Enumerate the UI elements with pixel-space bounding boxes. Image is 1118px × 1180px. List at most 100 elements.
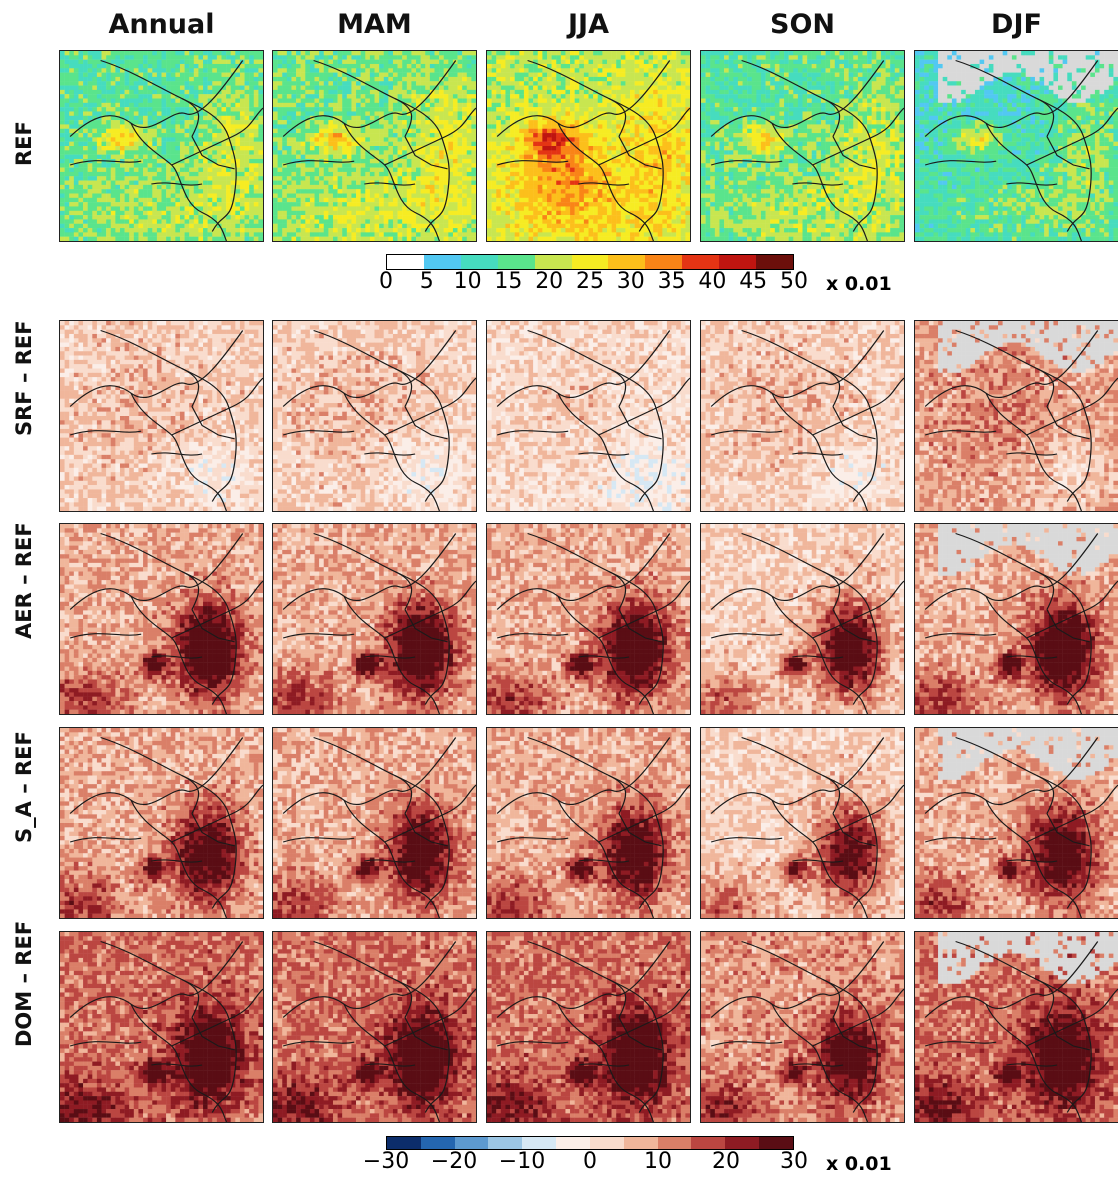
- colorbar-ref-swatch: [608, 255, 646, 269]
- country-borders: [69, 940, 263, 1122]
- colorbar-diff-swatch: [691, 1137, 726, 1149]
- colorbar-diff-swatch: [454, 1137, 489, 1149]
- colorbar-ref-tick: 10: [443, 270, 493, 294]
- country-borders: [69, 329, 263, 511]
- map-ref-djf: [914, 50, 1118, 242]
- colorbar-ref-swatch: [497, 255, 535, 269]
- row-title-s-a-ref: S_A – REF: [12, 731, 36, 843]
- colorbar-diff-unit: x 0.01: [826, 1152, 892, 1176]
- country-borders: [924, 736, 1118, 918]
- colorbar-diff-swatch: [759, 1137, 793, 1149]
- column-title-djf: DJF: [914, 8, 1118, 42]
- map-ref-jja: [486, 50, 691, 242]
- row-title-srf-ref: SRF – REF: [12, 320, 36, 436]
- colorbar-diff-swatch: [556, 1137, 590, 1149]
- country-borders: [710, 329, 904, 511]
- colorbar-diff-swatch: [522, 1137, 557, 1149]
- map-dom-ref-jja: [486, 931, 691, 1123]
- country-borders: [710, 59, 904, 241]
- country-borders: [69, 736, 263, 918]
- map-ref-son: [700, 50, 905, 242]
- country-borders: [496, 532, 690, 714]
- colorbar-diff-swatch: [725, 1137, 760, 1149]
- map-aer-ref-son: [700, 523, 905, 715]
- country-borders: [496, 59, 690, 241]
- colorbar-ref-swatch: [534, 255, 572, 269]
- map-dom-ref-djf: [914, 931, 1118, 1123]
- colorbar-ref-swatch: [571, 255, 609, 269]
- colorbar-ref-tick: 50: [769, 270, 819, 294]
- colorbar-ref-swatch: [645, 255, 683, 269]
- map-srf-ref-annual: [59, 320, 264, 512]
- map-srf-ref-son: [700, 320, 905, 512]
- colorbar-diff-swatch: [657, 1137, 692, 1149]
- column-title-son: SON: [700, 8, 905, 42]
- map-dom-ref-mam: [272, 931, 477, 1123]
- colorbar-diff-tick: −10: [497, 1150, 547, 1174]
- colorbar-ref-tick: 45: [728, 270, 778, 294]
- map-s-a-ref-annual: [59, 727, 264, 919]
- colorbar-ref-swatch: [460, 255, 498, 269]
- map-srf-ref-mam: [272, 320, 477, 512]
- column-title-annual: Annual: [59, 8, 264, 42]
- colorbar-diff-tick: 10: [633, 1150, 683, 1174]
- colorbar-ref-swatch: [387, 255, 424, 269]
- colorbar-ref-swatch: [682, 255, 720, 269]
- colorbar-diff-swatch: [387, 1137, 421, 1149]
- map-aer-ref-annual: [59, 523, 264, 715]
- colorbar-diff-tick: 0: [565, 1150, 615, 1174]
- map-s-a-ref-jja: [486, 727, 691, 919]
- colorbar-ref-tick: 40: [687, 270, 737, 294]
- map-aer-ref-mam: [272, 523, 477, 715]
- map-s-a-ref-mam: [272, 727, 477, 919]
- map-ref-annual: [59, 50, 264, 242]
- map-aer-ref-jja: [486, 523, 691, 715]
- row-title-ref: REF: [12, 121, 36, 166]
- colorbar-diff-tick: 30: [769, 1150, 819, 1174]
- row-title-dom-ref: DOM – REF: [12, 921, 36, 1047]
- colorbar-ref: [386, 254, 794, 270]
- colorbar-ref-swatch: [756, 255, 793, 269]
- country-borders: [496, 736, 690, 918]
- country-borders: [924, 59, 1118, 241]
- country-borders: [69, 59, 263, 241]
- country-borders: [496, 329, 690, 511]
- country-borders: [924, 532, 1118, 714]
- colorbar-ref-tick: 0: [361, 270, 411, 294]
- column-title-jja: JJA: [486, 8, 691, 42]
- country-borders: [282, 532, 476, 714]
- country-borders: [282, 59, 476, 241]
- colorbar-ref-tick: 25: [565, 270, 615, 294]
- country-borders: [282, 940, 476, 1122]
- country-borders: [710, 532, 904, 714]
- colorbar-diff: [386, 1136, 794, 1150]
- colorbar-ref-tick: 20: [524, 270, 574, 294]
- country-borders: [496, 940, 690, 1122]
- colorbar-diff-swatch: [589, 1137, 624, 1149]
- country-borders: [710, 940, 904, 1122]
- map-srf-ref-jja: [486, 320, 691, 512]
- colorbar-diff-tick: −30: [361, 1150, 411, 1174]
- country-borders: [69, 532, 263, 714]
- map-dom-ref-son: [700, 931, 905, 1123]
- colorbar-ref-tick: 35: [647, 270, 697, 294]
- column-title-mam: MAM: [272, 8, 477, 42]
- colorbar-diff-tick: −20: [429, 1150, 479, 1174]
- colorbar-diff-tick: 20: [701, 1150, 751, 1174]
- map-s-a-ref-djf: [914, 727, 1118, 919]
- country-borders: [924, 329, 1118, 511]
- colorbar-ref-swatch: [423, 255, 461, 269]
- country-borders: [710, 736, 904, 918]
- colorbar-ref-tick: 5: [402, 270, 452, 294]
- map-aer-ref-djf: [914, 523, 1118, 715]
- colorbar-diff-swatch: [420, 1137, 455, 1149]
- country-borders: [282, 329, 476, 511]
- map-dom-ref-annual: [59, 931, 264, 1123]
- colorbar-ref-tick: 30: [606, 270, 656, 294]
- colorbar-diff-swatch: [488, 1137, 523, 1149]
- colorbar-ref-tick: 15: [483, 270, 533, 294]
- colorbar-diff-swatch: [623, 1137, 658, 1149]
- map-ref-mam: [272, 50, 477, 242]
- colorbar-ref-unit: x 0.01: [826, 272, 892, 296]
